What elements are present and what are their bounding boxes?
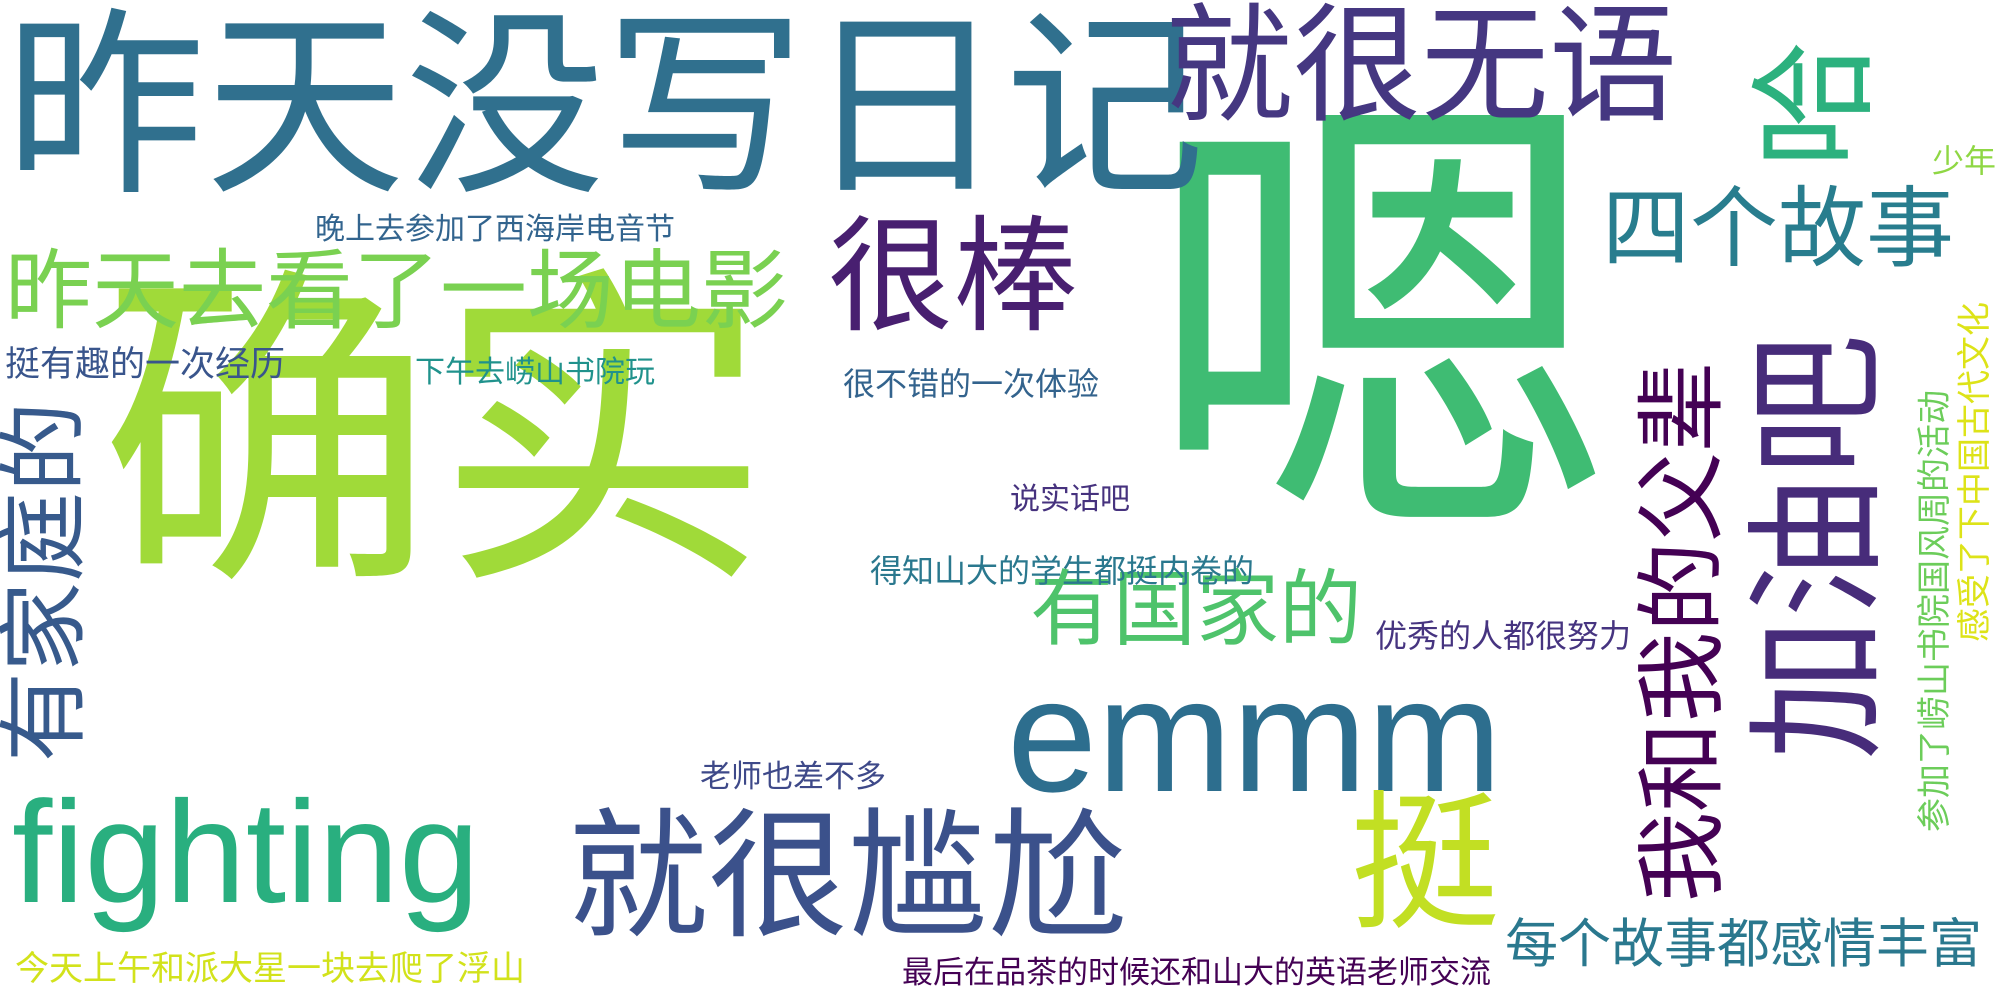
word-en: 嗯: [1145, 56, 1615, 603]
word-pa-fushan: 今天上午和派大星一块去爬了浮山: [15, 949, 525, 989]
word-jiayouba: 加油吧: [1736, 334, 1901, 760]
word-shuoshihua: 说实话吧: [1010, 482, 1130, 517]
word-wohewode-fubei: 我和我的父辈: [1630, 362, 1735, 902]
word-henbang: 很棒: [828, 205, 1078, 350]
word-zuotian-meixie-riji: 昨天没写日记: [5, 0, 1206, 224]
word-you-jiating: 有家庭的: [0, 402, 97, 762]
word-ha: 哈: [1741, 39, 1890, 168]
word-you-guojia: 有国家的: [1030, 561, 1362, 658]
word-zhongguo-gudai-wenhua: 感受了下中国古代文化: [1955, 302, 1995, 642]
word-pincha-jiaoliu: 最后在品茶的时候还和山大的英语老师交流: [902, 955, 1491, 991]
word-laoshi-chabuduo: 老师也差不多: [700, 759, 886, 795]
word-guofengzhou-huodong: 参加了崂山书院国风周的活动: [1915, 390, 1955, 832]
word-meige-gushi-ganqing: 每个故事都感情丰富: [1505, 914, 1982, 975]
word-jiuhen-wuyu: 就很无语: [1165, 0, 1678, 141]
word-zuotian-kan-dianying: 昨天去看了一场电影: [5, 240, 788, 342]
word-ting: 挺: [1350, 778, 1501, 952]
word-sige-gushi: 四个故事: [1602, 177, 1955, 280]
word-jiuhen-ganga: 就很尴尬: [568, 796, 1129, 959]
word-shanda-neijuan: 得知山大的学生都挺内卷的: [870, 552, 1255, 590]
word-youxiu-nuli: 优秀的人都很努力: [1375, 617, 1632, 655]
word-henbucuo-tiyan: 很不错的一次体验: [843, 365, 1100, 403]
word-queshi: 确实: [100, 242, 770, 632]
word-xiawu-laoshan-shuyuan: 下午去崂山书院玩: [415, 355, 655, 390]
word-fighting: fighting: [12, 771, 480, 933]
word-tingyouqu-jingli: 挺有趣的一次经历: [5, 345, 286, 385]
word-shaonian: 少年: [1932, 142, 1997, 180]
word-emmm: emmm: [1007, 645, 1502, 826]
word-xihaian-dianyinjie: 晚上去参加了西海岸电音节: [315, 212, 675, 247]
